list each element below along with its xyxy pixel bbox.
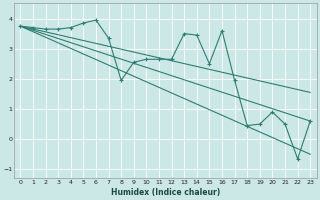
X-axis label: Humidex (Indice chaleur): Humidex (Indice chaleur) — [111, 188, 220, 197]
